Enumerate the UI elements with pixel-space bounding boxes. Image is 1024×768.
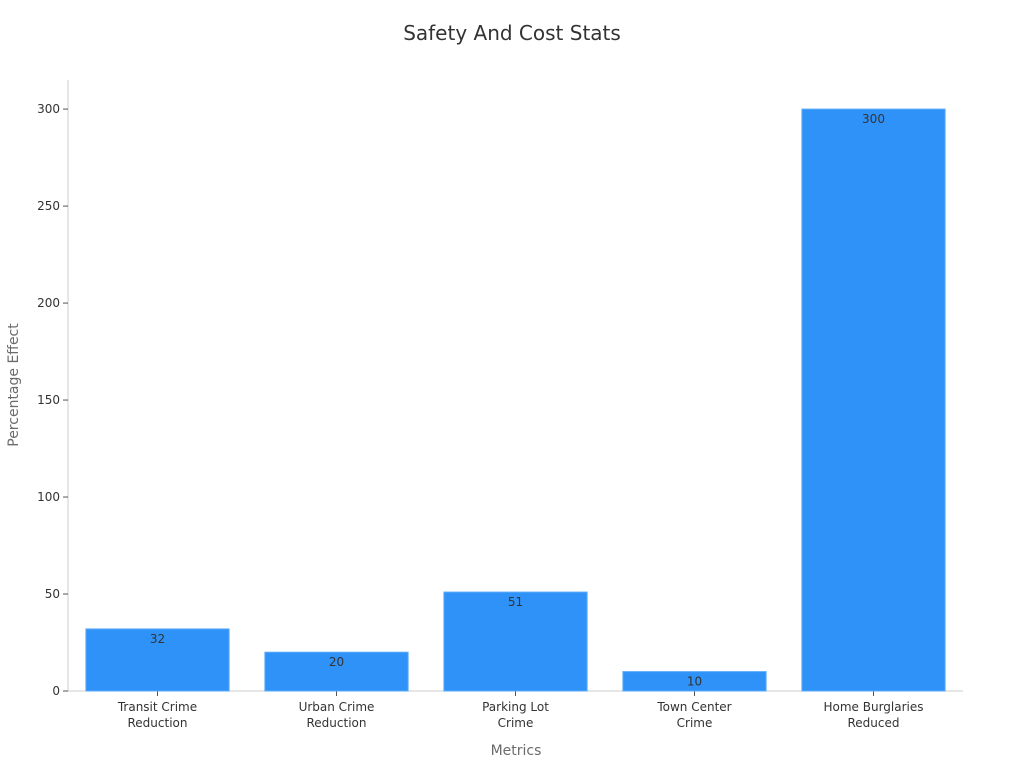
x-tick-label-line: Reduction bbox=[128, 716, 188, 730]
bar bbox=[443, 591, 588, 692]
x-tick-label-line: Town Center bbox=[656, 700, 731, 714]
y-tick-label: 50 bbox=[45, 587, 60, 601]
bar-value-label: 51 bbox=[508, 595, 523, 609]
x-tick-label-line: Urban Crime bbox=[299, 700, 375, 714]
y-tick-label: 300 bbox=[37, 102, 60, 116]
bar bbox=[85, 628, 230, 692]
y-tick-label: 200 bbox=[37, 296, 60, 310]
x-tick-label-line: Reduction bbox=[307, 716, 367, 730]
bar bbox=[622, 671, 767, 692]
x-tick-label-line: Home Burglaries bbox=[823, 700, 923, 714]
y-tick-label: 150 bbox=[37, 393, 60, 407]
x-tick-label: Urban Crime Reduction bbox=[299, 700, 375, 730]
x-tick-label: Transit Crime Reduction bbox=[117, 700, 197, 730]
bar-value-label: 10 bbox=[687, 675, 702, 689]
x-tick-label: Parking Lot Crime bbox=[482, 700, 549, 730]
x-tick-label-line: Parking Lot bbox=[482, 700, 549, 714]
x-tick-label: Town Center Crime bbox=[656, 700, 731, 730]
y-axis-title: Percentage Effect bbox=[6, 323, 22, 447]
bar-value-label: 300 bbox=[862, 112, 885, 126]
x-tick-label-line: Crime bbox=[677, 716, 713, 730]
x-axis-title: Metrics bbox=[491, 743, 542, 759]
bar-value-label: 32 bbox=[150, 632, 165, 646]
bar bbox=[264, 651, 409, 692]
bar bbox=[801, 108, 946, 692]
y-tick-label: 250 bbox=[37, 199, 60, 213]
x-tick-label-line: Reduced bbox=[847, 716, 899, 730]
x-tick-label: Home Burglaries Reduced bbox=[823, 700, 923, 730]
y-tick-label: 100 bbox=[37, 490, 60, 504]
x-axis: Transit Crime Reduction Urban Crime Reducti… bbox=[68, 690, 963, 730]
chart-title: Safety And Cost Stats bbox=[403, 21, 621, 45]
x-tick-label-line: Transit Crime bbox=[117, 700, 197, 714]
bars-group: 32 20 51 10 300 bbox=[85, 108, 946, 692]
y-axis: 0 50 100 150 200 250 300 bbox=[37, 80, 69, 698]
x-tick-label-line: Crime bbox=[498, 716, 534, 730]
y-tick-label: 0 bbox=[52, 684, 60, 698]
bar-value-label: 20 bbox=[329, 655, 344, 669]
